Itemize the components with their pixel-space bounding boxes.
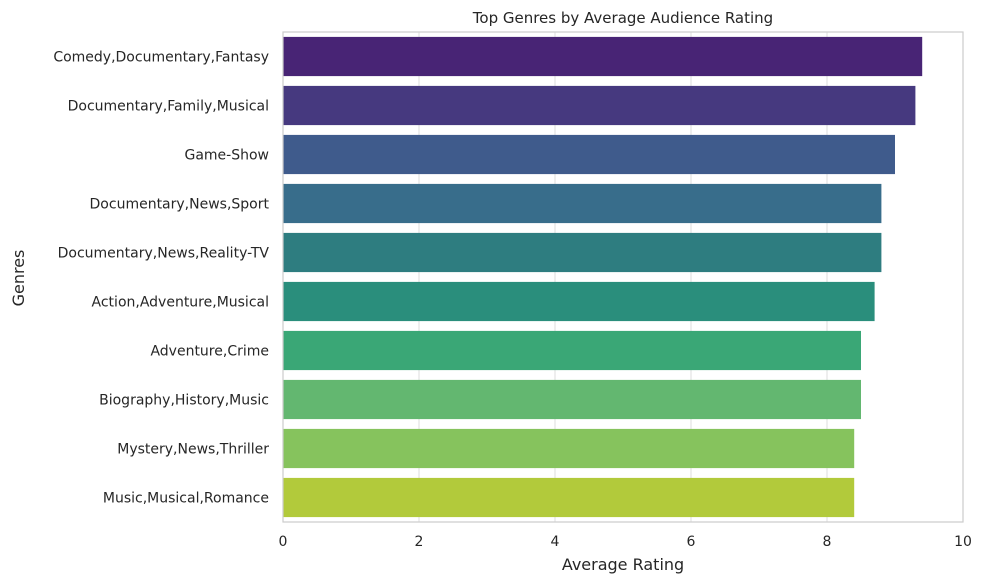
bar [283, 36, 923, 77]
bar [283, 428, 855, 469]
y-tick-label: Adventure,Crime [150, 344, 269, 360]
y-tick-label: Mystery,News,Thriller [117, 442, 269, 458]
chart-title: Top Genres by Average Audience Rating [472, 9, 773, 27]
y-tick-label: Game-Show [184, 148, 269, 164]
x-tick-label: 8 [823, 534, 832, 550]
x-axis-label: Average Rating [562, 555, 684, 574]
bar [283, 183, 882, 224]
plot-frame [282, 31, 964, 523]
y-tick-label: Action,Adventure,Musical [92, 295, 269, 311]
bar [283, 477, 855, 518]
x-tick-label: 10 [954, 534, 972, 550]
bar [283, 232, 882, 273]
bar [283, 330, 861, 371]
x-tick-labels: 0 2 4 6 8 10 [279, 534, 972, 550]
y-tick-label: Documentary,News,Reality-TV [58, 246, 270, 262]
bar [283, 85, 916, 126]
x-tick-label: 4 [551, 534, 560, 550]
y-tick-label: Documentary,Family,Musical [68, 99, 269, 115]
x-tick-label: 6 [687, 534, 696, 550]
bar [283, 281, 875, 322]
x-tick-label: 2 [415, 534, 424, 550]
x-tick-label: 0 [279, 534, 288, 550]
y-axis-label: Genres [9, 250, 28, 307]
y-tick-label: Documentary,News,Sport [90, 197, 270, 213]
bar [283, 134, 895, 175]
y-tick-label: Music,Musical,Romance [103, 491, 269, 507]
y-tick-labels: Comedy,Documentary,Fantasy Documentary,Fa… [53, 50, 269, 507]
y-tick-label: Biography,History,Music [99, 393, 269, 409]
y-tick-label: Comedy,Documentary,Fantasy [53, 50, 269, 66]
bar [283, 379, 861, 420]
bars [283, 36, 923, 518]
